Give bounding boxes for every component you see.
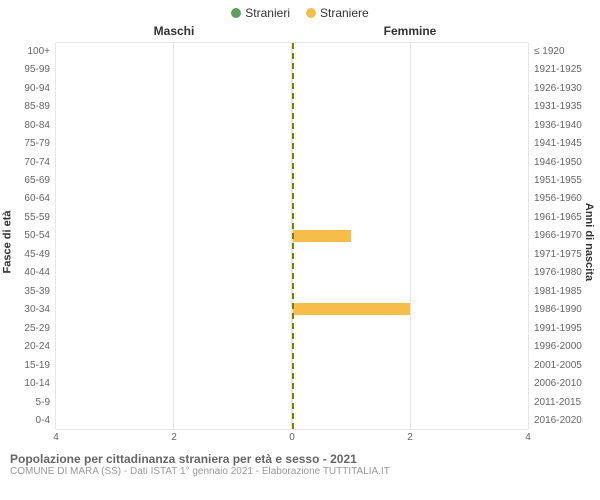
- male-row: [56, 411, 292, 429]
- male-row: [56, 374, 292, 392]
- male-row: [56, 190, 292, 208]
- x-tick: 0: [289, 432, 295, 443]
- male-row: [56, 319, 292, 337]
- male-row: [56, 80, 292, 98]
- male-row: [56, 264, 292, 282]
- birth-label: 1946-1950: [534, 153, 600, 171]
- male-row: [56, 282, 292, 300]
- age-label: 30-34: [0, 301, 50, 319]
- birth-label: 1936-1940: [534, 116, 600, 134]
- age-label: 90-94: [0, 79, 50, 97]
- birth-label: 2006-2010: [534, 374, 600, 392]
- age-label: 20-24: [0, 338, 50, 356]
- age-label: 100+: [0, 42, 50, 60]
- birth-label: 1991-1995: [534, 319, 600, 337]
- age-label: 15-19: [0, 356, 50, 374]
- x-tick: 4: [525, 432, 531, 443]
- male-half: [56, 43, 292, 429]
- age-label: 5-9: [0, 393, 50, 411]
- age-label: 25-29: [0, 319, 50, 337]
- legend-swatch-female: [306, 8, 316, 18]
- male-row: [56, 153, 292, 171]
- footer: Popolazione per cittadinanza straniera p…: [0, 446, 600, 477]
- male-row: [56, 392, 292, 410]
- male-row: [56, 43, 292, 61]
- birth-label: 1921-1925: [534, 60, 600, 78]
- x-tick: 2: [407, 432, 413, 443]
- ylabel-left: Fasce di età: [1, 211, 13, 274]
- birth-label: 2016-2020: [534, 411, 600, 429]
- plot-area: [56, 42, 528, 430]
- male-row: [56, 98, 292, 116]
- male-row: [56, 227, 292, 245]
- birth-label: 1986-1990: [534, 301, 600, 319]
- male-row: [56, 300, 292, 318]
- female-bar: [292, 230, 351, 242]
- header-male: Maschi: [56, 24, 292, 38]
- x-ticks: 4 2 0 2 4: [56, 432, 528, 446]
- legend-label-female: Straniere: [320, 6, 369, 20]
- legend-swatch-male: [231, 8, 241, 18]
- age-label: 85-89: [0, 97, 50, 115]
- male-row: [56, 337, 292, 355]
- column-headers: Maschi Femmine: [0, 22, 600, 42]
- age-label: 65-69: [0, 171, 50, 189]
- chart: Fasce di età Anni di nascita 100+95-9990…: [0, 42, 600, 430]
- legend-item-male: Stranieri: [231, 6, 290, 20]
- legend: Stranieri Straniere: [0, 0, 600, 22]
- female-bar: [292, 303, 410, 315]
- x-tick: 4: [53, 432, 59, 443]
- header-female: Femmine: [292, 24, 528, 38]
- age-label: 60-64: [0, 190, 50, 208]
- legend-item-female: Straniere: [306, 6, 369, 20]
- birth-label: 1996-2000: [534, 338, 600, 356]
- male-row: [56, 245, 292, 263]
- legend-label-male: Stranieri: [245, 6, 290, 20]
- x-axis: 4 2 0 2 4: [0, 430, 600, 446]
- male-row: [56, 135, 292, 153]
- male-row: [56, 61, 292, 79]
- ylabel-right: Anni di nascita: [583, 203, 595, 281]
- female-half: [292, 43, 528, 429]
- age-label: 35-39: [0, 282, 50, 300]
- center-line: [292, 43, 294, 429]
- birth-label: 1981-1985: [534, 282, 600, 300]
- birth-label: 2001-2005: [534, 356, 600, 374]
- age-label: 0-4: [0, 411, 50, 429]
- age-label: 10-14: [0, 374, 50, 392]
- age-label: 70-74: [0, 153, 50, 171]
- footer-title: Popolazione per cittadinanza straniera p…: [10, 452, 590, 466]
- footer-subtitle: COMUNE DI MARA (SS) - Dati ISTAT 1° genn…: [10, 466, 590, 477]
- age-label: 75-79: [0, 134, 50, 152]
- male-row: [56, 117, 292, 135]
- age-label: 80-84: [0, 116, 50, 134]
- birth-label: ≤ 1920: [534, 42, 600, 60]
- male-row: [56, 208, 292, 226]
- birth-label: 1926-1930: [534, 79, 600, 97]
- male-row: [56, 172, 292, 190]
- age-label: 95-99: [0, 60, 50, 78]
- birth-label: 1931-1935: [534, 97, 600, 115]
- birth-label: 1941-1945: [534, 134, 600, 152]
- birth-label: 2011-2015: [534, 393, 600, 411]
- birth-label: 1951-1955: [534, 171, 600, 189]
- x-tick: 2: [171, 432, 177, 443]
- male-row: [56, 355, 292, 373]
